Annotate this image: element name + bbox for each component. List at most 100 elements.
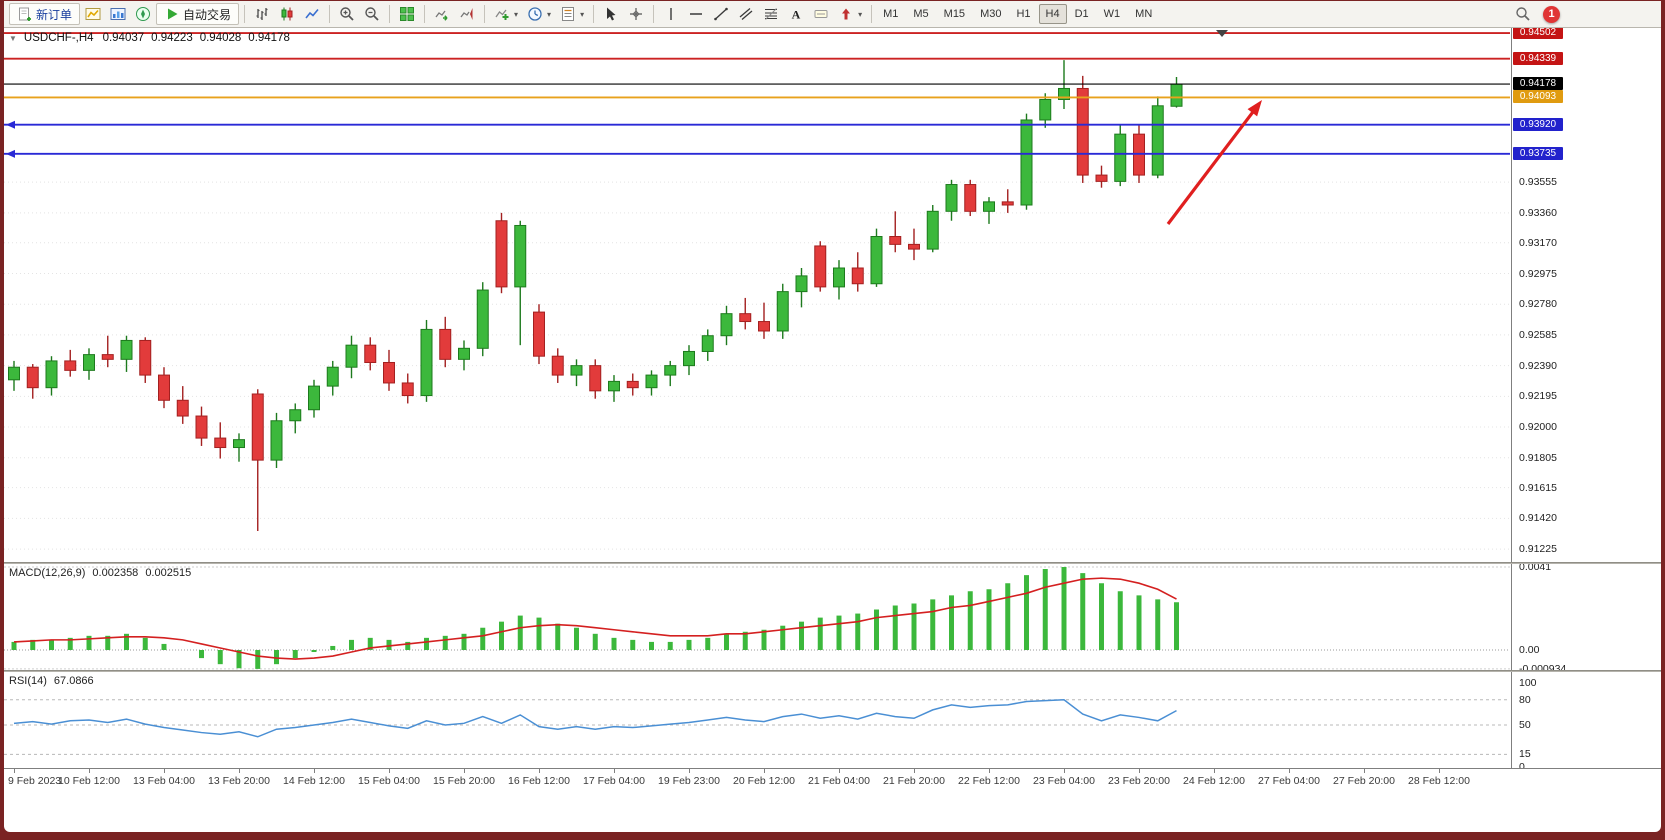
price-label: 0.92195: [1519, 390, 1557, 403]
time-label: 21 Feb 04:00: [808, 775, 870, 787]
candle: [964, 179, 977, 217]
crosshair-button[interactable]: [624, 3, 648, 25]
candle: [589, 359, 602, 399]
timeframe-w1-button[interactable]: W1: [1103, 8, 1121, 20]
new-order-button[interactable]: 新订单: [9, 3, 81, 25]
toolbar-separator: [593, 5, 595, 23]
time-tick: [89, 769, 90, 773]
time-label: 23 Feb 20:00: [1108, 775, 1170, 787]
timeframe-d1-button[interactable]: D1: [1074, 8, 1089, 20]
candle: [1095, 165, 1108, 188]
time-tick: [539, 769, 540, 773]
time-label: 16 Feb 12:00: [508, 775, 570, 787]
navigator-button[interactable]: [131, 3, 155, 25]
time-tick: [1289, 769, 1290, 773]
vertical-line-button[interactable]: [659, 3, 683, 25]
auto-scroll-button[interactable]: [430, 3, 454, 25]
macd-axis-label: 0.00: [1519, 644, 1540, 656]
price-label: 0.92975: [1519, 267, 1557, 280]
bar-chart-icon: [254, 6, 270, 22]
new-order-icon: [17, 6, 33, 22]
vertical-line-icon: [663, 6, 679, 22]
timeframe-h4-button[interactable]: H4: [1038, 4, 1067, 24]
candle: [458, 340, 470, 371]
candle: [45, 356, 58, 396]
timeframe-mn-button[interactable]: MN: [1135, 8, 1153, 20]
time-tick: [14, 769, 15, 773]
candle: [626, 373, 639, 396]
toolbar-separator: [424, 5, 426, 23]
notification-badge[interactable]: 1: [1543, 5, 1560, 23]
candle: [495, 212, 508, 294]
price-tag-0.93920: 0.93920: [1513, 117, 1563, 131]
channel-button[interactable]: [734, 3, 758, 25]
market-watch-button[interactable]: [106, 3, 130, 25]
chart-canvas[interactable]: [4, 28, 1510, 768]
toolbar-separator: [329, 5, 331, 23]
panel-splitter-macd[interactable]: [4, 562, 1661, 564]
zoom-in-icon: [339, 6, 355, 22]
zoom-out-button[interactable]: [360, 3, 384, 25]
price-axis[interactable]: 0.93555 0.93360 0.93170 0.92975 0.92780 0.925…: [1511, 28, 1660, 768]
market-watch-icon: [110, 6, 126, 22]
chart-close-value: 0.94178: [248, 32, 290, 44]
bar-chart-button[interactable]: [250, 3, 274, 25]
time-axis[interactable]: 9 Feb 2023 10 Feb 12:00 13 Feb 04:00 13 Feb…: [4, 768, 1661, 790]
candle: [476, 282, 489, 357]
time-tick: [1439, 769, 1440, 773]
toolbar-right-group: 1: [1515, 5, 1560, 23]
price-tag-0.94502: 0.94502: [1513, 28, 1563, 40]
chart-shift-button[interactable]: [455, 3, 479, 25]
candle: [608, 375, 620, 402]
text-icon: A: [788, 6, 804, 22]
time-tick: [314, 769, 315, 773]
rsi-label: RSI(14): [9, 675, 47, 687]
timeframe-m30-button[interactable]: M30: [980, 8, 1002, 20]
periods-button[interactable]: ▾: [523, 3, 555, 25]
trend-arrow[interactable]: [1166, 108, 1257, 225]
candle: [270, 412, 283, 468]
timeframe-m5-button[interactable]: M5: [913, 8, 929, 20]
time-label: 23 Feb 04:00: [1033, 775, 1095, 787]
label-button[interactable]: [809, 3, 833, 25]
zoom-in-button[interactable]: [335, 3, 359, 25]
search-icon[interactable]: [1515, 6, 1531, 22]
indicators-button[interactable]: ▾: [490, 3, 522, 25]
timeframe-m15-button[interactable]: M15: [943, 8, 966, 20]
arrows-button[interactable]: ▾: [834, 3, 866, 25]
fibonacci-button[interactable]: [759, 3, 783, 25]
autotrade-button[interactable]: 自动交易: [156, 3, 240, 25]
line-chart-button[interactable]: [300, 3, 324, 25]
candle: [233, 433, 245, 462]
rsi-axis-label: 15: [1519, 748, 1531, 761]
text-button[interactable]: A: [784, 3, 808, 25]
chart-shift-marker[interactable]: [1216, 30, 1228, 37]
chart-plot-area[interactable]: ▼ USDCHF-,H4 0.94037 0.94223 0.94028 0.9…: [4, 28, 1510, 768]
candle: [683, 345, 695, 376]
timeframe-m1-button[interactable]: M1: [883, 8, 899, 20]
time-tick: [389, 769, 390, 773]
candlestick-chart-button[interactable]: [275, 3, 299, 25]
trendline-button[interactable]: [709, 3, 733, 25]
time-label: 22 Feb 12:00: [958, 775, 1020, 787]
candle: [364, 337, 377, 371]
charts-button[interactable]: [81, 3, 105, 25]
price-label: 0.91225: [1519, 543, 1557, 556]
candle: [720, 305, 733, 346]
rsi-axis-label: 80: [1519, 693, 1531, 706]
dropdown-arrow-icon: ▾: [858, 9, 863, 19]
cursor-button[interactable]: [599, 3, 623, 25]
candle: [383, 349, 395, 391]
time-tick: [1064, 769, 1065, 773]
candle: [8, 360, 20, 391]
templates-button[interactable]: ▾: [556, 3, 588, 25]
horizontal-line-button[interactable]: [684, 3, 708, 25]
panel-splitter-rsi[interactable]: [4, 670, 1661, 672]
chart-shift-icon: [459, 6, 475, 22]
main-toolbar: 新订单 自动交易 ▾ ▾ ▾ A ▾ M1 M5 M15 M30 H1 H4 D1 W1 MN 1: [4, 1, 1661, 28]
timeframe-h1-button[interactable]: H1: [1016, 8, 1031, 20]
toolbar-separator: [484, 5, 486, 23]
trendline-icon: [713, 6, 729, 22]
tile-windows-button[interactable]: [395, 3, 419, 25]
macd-histogram-layer: [11, 566, 1179, 669]
